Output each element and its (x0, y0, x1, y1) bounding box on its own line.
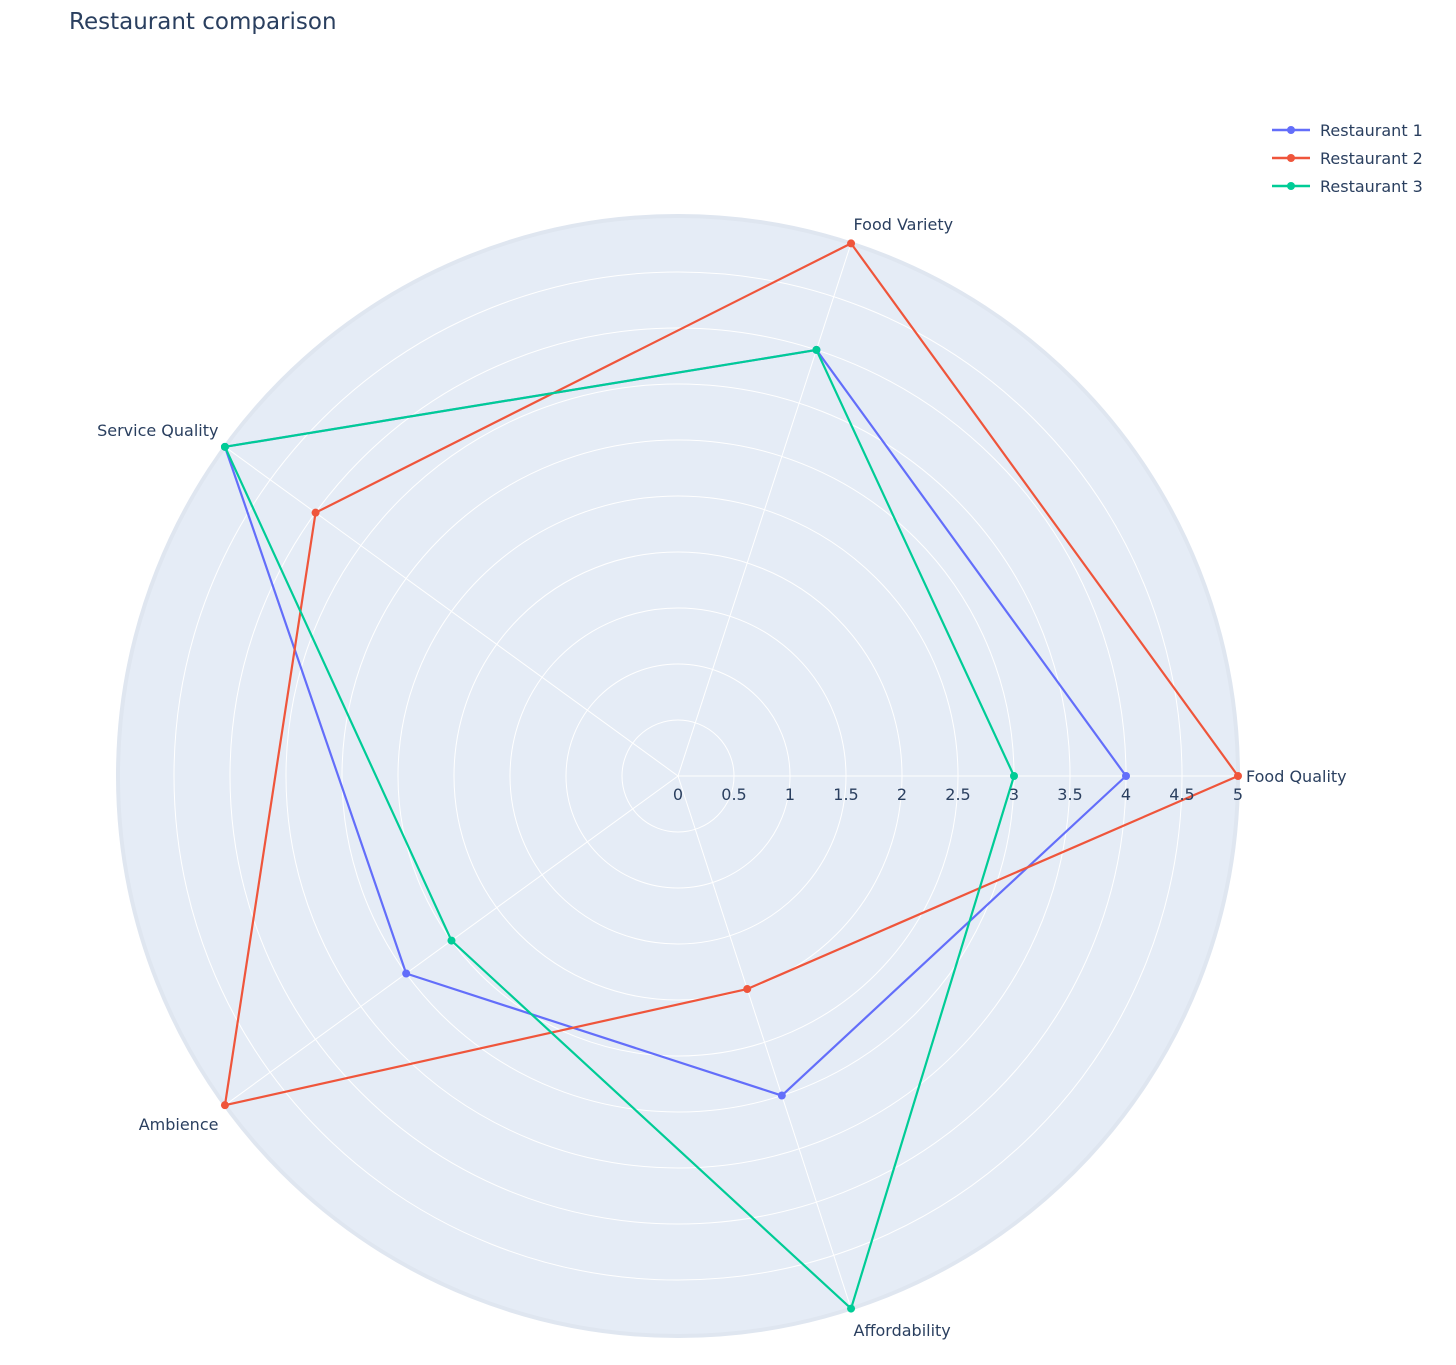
data-point (1122, 772, 1130, 780)
radial-tick-label: 4.5 (1169, 785, 1194, 804)
legend-item[interactable]: Restaurant 1 (1270, 116, 1423, 144)
series-line-3 (223, 348, 1016, 1310)
category-label: Affordability (854, 1321, 951, 1340)
grid-spoke (677, 775, 852, 1309)
legend-item[interactable]: Restaurant 2 (1270, 144, 1423, 172)
legend-swatch (1272, 182, 1310, 190)
series-line-2 (223, 242, 1240, 1107)
data-point (220, 442, 229, 451)
legend-swatch (1272, 126, 1310, 134)
data-point (1010, 772, 1018, 780)
data-point (402, 969, 411, 978)
data-point (447, 936, 456, 945)
radial-tick-label: 1.5 (833, 785, 858, 804)
grid-spoke (677, 243, 852, 777)
legend-item[interactable]: Restaurant 3 (1270, 172, 1423, 200)
data-point (777, 1091, 786, 1100)
legend-swatch (1272, 154, 1310, 162)
series-layer (220, 239, 1242, 1313)
data-point (743, 985, 752, 994)
radial-tick-label: 0.5 (721, 785, 746, 804)
data-point (847, 1304, 856, 1313)
radial-tick-label: 4 (1121, 785, 1131, 804)
legend-label: Restaurant 2 (1320, 148, 1423, 168)
category-label: Food Quality (1246, 767, 1347, 786)
series-line-1 (223, 348, 1128, 1097)
legend-label: Restaurant 1 (1320, 120, 1423, 140)
radial-tick-label: 3.5 (1057, 785, 1082, 804)
data-point (812, 345, 821, 354)
radial-tick-label: 2 (897, 785, 907, 804)
radial-tick-label: 1 (785, 785, 795, 804)
category-label: Food Variety (854, 215, 954, 234)
data-point (311, 508, 320, 517)
legend-label: Restaurant 3 (1320, 176, 1423, 196)
data-point (847, 239, 856, 248)
radial-tick-label: 0 (673, 785, 683, 804)
chart-title: Restaurant comparison (69, 9, 337, 35)
radial-tick-label: 5 (1233, 785, 1243, 804)
grid-layer (116, 214, 1240, 1338)
category-label: Ambience (139, 1115, 219, 1134)
category-label: Service Quality (97, 421, 218, 440)
radial-tick-label: 2.5 (945, 785, 970, 804)
radial-tick-label: 3 (1009, 785, 1019, 804)
legend: Restaurant 1 Restaurant 2 Restaurant 3 (1270, 116, 1423, 200)
grid-spoke (224, 446, 679, 777)
data-point (220, 1101, 229, 1110)
data-point (1234, 772, 1242, 780)
